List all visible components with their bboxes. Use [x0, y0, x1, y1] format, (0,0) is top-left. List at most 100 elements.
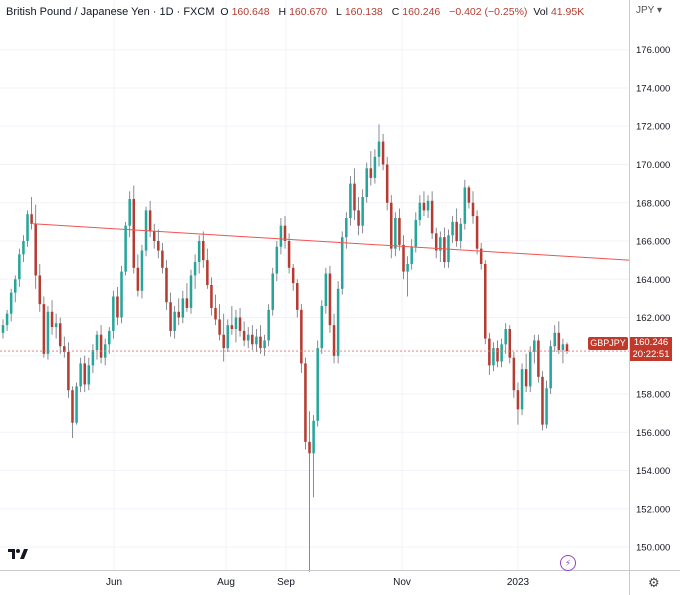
- candle-body: [177, 311, 181, 318]
- chart-grid: [0, 0, 629, 570]
- candle-body: [234, 317, 238, 329]
- candle-body: [316, 348, 319, 421]
- candle-body: [83, 363, 87, 385]
- candle-body: [365, 168, 369, 198]
- candle-body: [9, 292, 13, 314]
- candle-body: [38, 275, 42, 305]
- time-tick-label: Jun: [106, 577, 122, 588]
- candle-body: [561, 344, 565, 351]
- candle-body: [308, 441, 311, 454]
- candle-body: [385, 164, 389, 203]
- candle-body: [537, 340, 540, 377]
- candle-body: [406, 263, 409, 272]
- candle-body: [508, 328, 512, 358]
- candle-body: [332, 325, 336, 356]
- candle-body: [516, 390, 520, 410]
- candle-body: [181, 298, 185, 318]
- gear-icon[interactable]: ⚙: [648, 575, 660, 590]
- close-label: C: [391, 6, 400, 18]
- candle-body: [161, 250, 164, 268]
- candle-body: [75, 386, 78, 423]
- candle-body: [71, 390, 74, 423]
- chevron-down-icon: ▾: [656, 5, 662, 16]
- candle-body: [26, 214, 29, 242]
- candle-body: [492, 348, 495, 366]
- candle-body: [340, 237, 344, 289]
- candle-body: [434, 233, 438, 251]
- candle-body: [46, 311, 50, 354]
- price-tick-label: 158.000: [636, 390, 670, 401]
- candle-body: [345, 218, 348, 238]
- candle-body: [30, 214, 33, 224]
- candle-body: [95, 334, 99, 351]
- candle-body: [173, 311, 176, 331]
- symbol-price-tag: GBPJPY: [588, 337, 628, 350]
- low-value: 160.138: [344, 6, 383, 18]
- candle-body: [201, 241, 205, 261]
- candle-body: [533, 340, 536, 352]
- price-tick-label: 174.000: [636, 83, 670, 94]
- candle-body: [320, 306, 324, 349]
- candle-body: [87, 365, 91, 385]
- candle-body: [479, 248, 483, 264]
- candle-body: [287, 241, 291, 268]
- candle-body: [148, 210, 152, 232]
- bar-countdown: 20:22:51: [632, 349, 670, 360]
- candle-body: [58, 323, 62, 347]
- tradingview-logo-icon[interactable]: [7, 546, 29, 562]
- candle-body: [1, 325, 5, 333]
- candle-body: [267, 309, 270, 341]
- candle-body: [312, 420, 315, 454]
- candle-body: [283, 225, 287, 242]
- open-label: O: [220, 6, 229, 18]
- candle-body: [402, 244, 405, 272]
- candle-body: [13, 279, 17, 293]
- candle-body: [18, 254, 21, 280]
- candle-body: [483, 263, 487, 339]
- candle-body: [242, 330, 246, 341]
- price-tick-label: 164.000: [636, 275, 670, 286]
- candle-body: [361, 197, 364, 226]
- candle-body: [353, 183, 356, 211]
- trendline: [32, 223, 630, 261]
- time-axis: Jun Aug Sep Nov 2023: [106, 577, 530, 588]
- candle-body: [79, 363, 82, 387]
- candle-body: [410, 246, 413, 264]
- candle-body: [349, 183, 352, 219]
- candle-body: [455, 221, 458, 242]
- candle-body: [226, 325, 230, 349]
- candle-body: [157, 241, 160, 251]
- candle-body: [63, 346, 66, 352]
- candle-body: [336, 288, 340, 356]
- candle-body: [373, 156, 377, 178]
- candle-body: [238, 317, 242, 331]
- candle-body: [34, 223, 37, 276]
- candle-body: [328, 273, 332, 326]
- candle-body: [488, 338, 491, 366]
- candle-body: [475, 216, 479, 249]
- legend-header: British Pound / Japanese Yen · 1D · FXCM…: [6, 6, 590, 18]
- currency-selector[interactable]: JPY ▾: [636, 5, 662, 16]
- candle-body: [136, 267, 140, 291]
- candle-body: [430, 200, 434, 234]
- candle-body: [259, 336, 262, 349]
- price-tick-label: 154.000: [636, 466, 670, 477]
- candle-body: [426, 200, 430, 211]
- candle-body: [451, 221, 454, 236]
- candle-body: [394, 218, 397, 249]
- candle-body: [512, 357, 516, 391]
- candle-body: [324, 273, 328, 307]
- candle-body: [369, 168, 373, 178]
- candle-body: [422, 202, 426, 211]
- high-value: 160.670: [289, 6, 328, 18]
- symbol-title[interactable]: British Pound / Japanese Yen · 1D · FXCM: [6, 6, 215, 18]
- candle-body: [251, 334, 254, 345]
- time-tick-label: 2023: [507, 577, 530, 588]
- price-tick-label: 150.000: [636, 543, 670, 554]
- close-value: 160.246: [402, 6, 441, 18]
- candle-body: [5, 313, 9, 326]
- flash-icon[interactable]: ⚡: [560, 555, 576, 571]
- candle-body: [504, 328, 507, 345]
- candle-body: [549, 346, 552, 389]
